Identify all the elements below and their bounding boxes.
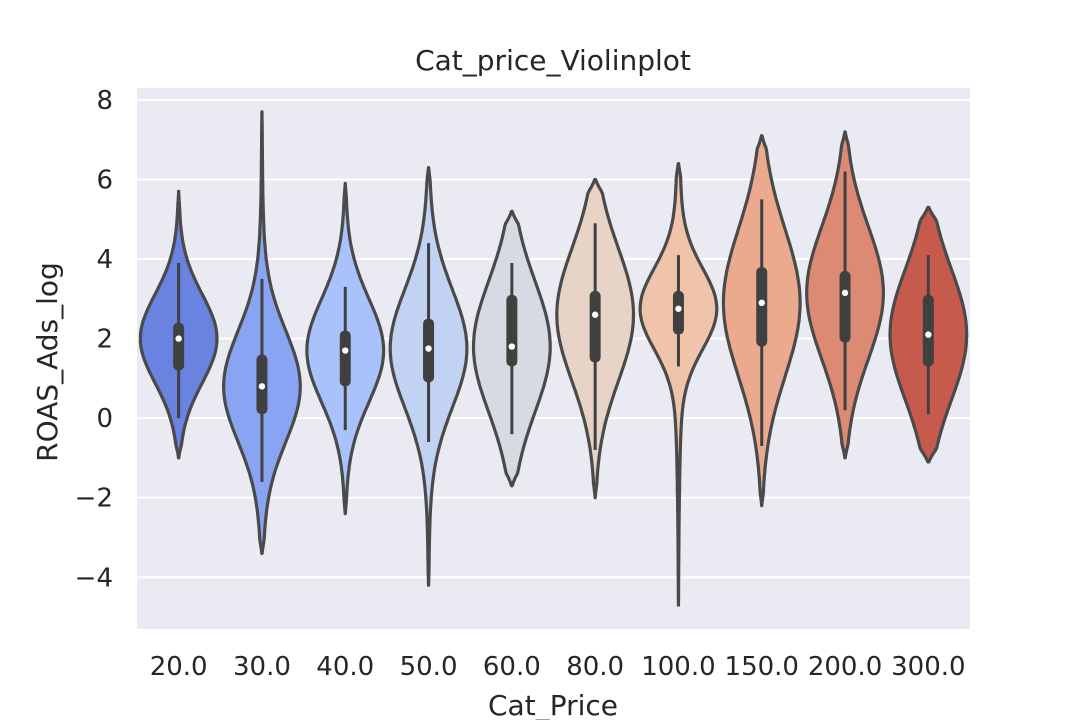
violin-median-point [675,305,682,312]
x-axis-title: Cat_Price [488,689,618,720]
chart-title: Cat_price_Violinplot [415,44,691,77]
violin-iqr-box [756,267,768,347]
violin-median-point [425,345,432,352]
violin-body [638,162,719,607]
violin-median-point [508,343,516,350]
violin-iqr-box [589,290,601,363]
x-tick-label: 30.0 [233,652,291,682]
violin-iqr-box [672,290,684,335]
violins [138,110,969,607]
x-tick-label: 80.0 [566,652,624,682]
violin-median-point [175,335,182,342]
violin-iqr-box [339,330,351,387]
violin-iqr-box [506,294,518,367]
violin-median-point [758,299,765,307]
violin-median-point [342,347,349,354]
y-tick-label: 2 [96,325,113,355]
y-tick-label: 4 [96,245,113,275]
y-axis-ticks: 8 6 4 2 0 −2 −4 [75,86,113,593]
x-axis-ticks: 20.0 30.0 40.0 50.0 60.0 80.0 100.0 150.0 200.0 3… [150,652,966,682]
x-tick-label: 50.0 [400,652,458,682]
violin-median-point [591,311,599,318]
y-axis-title: ROAS_Ads_log [31,262,64,462]
x-tick-label: 200.0 [808,652,882,682]
x-tick-label: 100.0 [641,652,715,682]
violin-iqr-box [839,270,851,343]
x-tick-label: 300.0 [891,652,965,682]
x-tick-label: 40.0 [316,652,374,682]
violin-median-point [841,289,849,297]
violin-median-point [258,383,266,390]
y-tick-label: −2 [75,484,113,514]
y-tick-label: 0 [96,404,113,434]
y-tick-label: 6 [96,165,113,195]
x-tick-label: 20.0 [150,652,208,682]
y-tick-label: 8 [96,86,113,116]
violin-iqr-box [922,294,934,367]
violin-iqr-box [173,322,185,371]
x-tick-label: 60.0 [483,652,541,682]
violin-median-point [925,331,932,338]
x-tick-label: 150.0 [725,652,799,682]
y-tick-label: −4 [75,563,113,593]
